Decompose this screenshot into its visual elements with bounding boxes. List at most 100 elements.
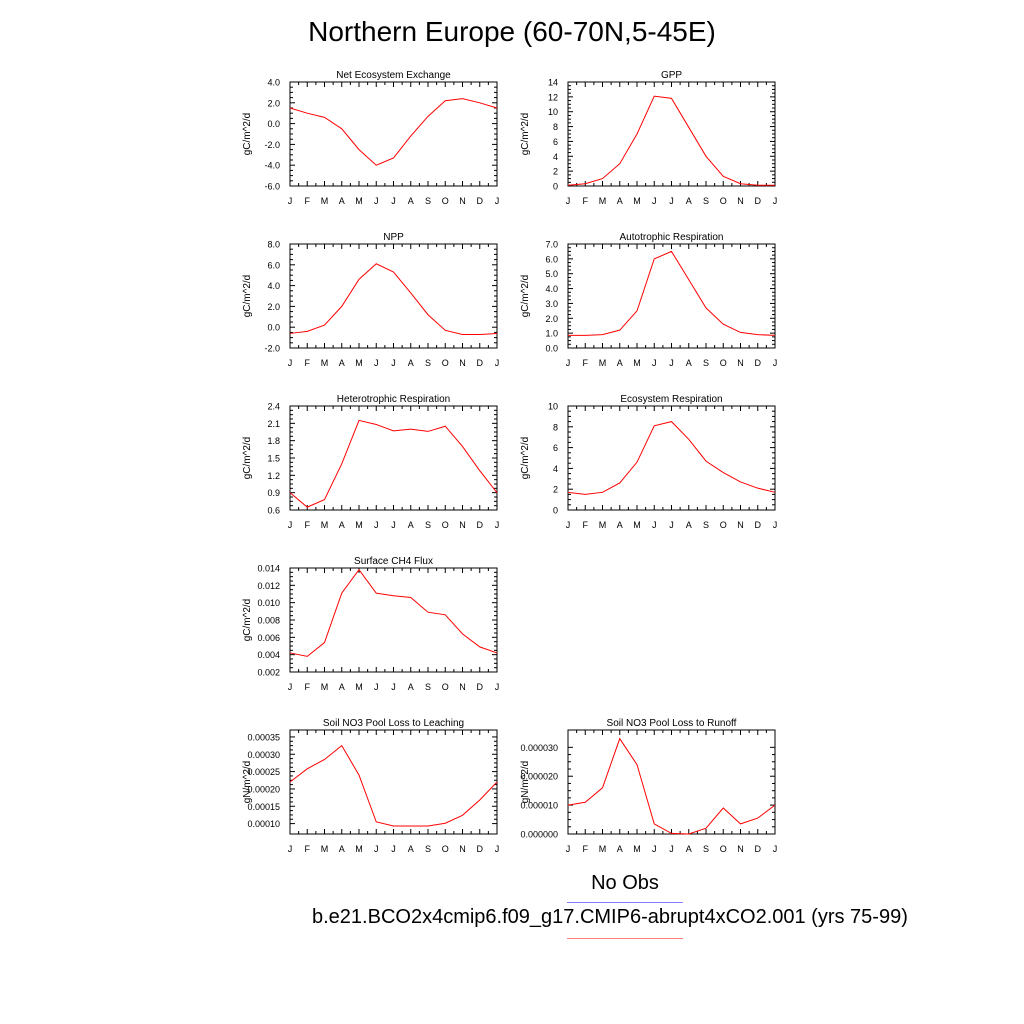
y-tick-label: 0.000030 [520,743,558,753]
y-tick-label: 0.008 [257,616,280,626]
x-tick-label: A [339,520,345,530]
x-tick-label: A [617,520,623,530]
x-tick-label: J [495,520,500,530]
chart-title: GPP [661,70,682,81]
x-tick-label: S [703,520,709,530]
x-tick-label: A [617,196,623,206]
x-tick-label: S [425,520,431,530]
x-tick-label: J [652,844,657,854]
x-tick-label: D [477,520,484,530]
y-tick-label: 0.00035 [247,732,280,742]
x-tick-label: N [459,358,466,368]
y-tick-label: 2.4 [267,402,280,412]
chart-title: Soil NO3 Pool Loss to Leaching [323,718,464,729]
x-tick-label: A [617,358,623,368]
x-tick-label: N [737,358,744,368]
x-tick-label: F [305,358,311,368]
chart-title: Surface CH4 Flux [354,556,433,567]
x-tick-label: A [686,196,692,206]
x-tick-label: J [391,682,396,692]
x-tick-label: J [773,196,778,206]
x-tick-label: J [288,520,293,530]
y-axis-label: gC/m^2/d [520,437,531,480]
y-tick-label: 4.0 [545,284,558,294]
x-tick-label: J [391,844,396,854]
x-tick-label: D [755,196,762,206]
y-tick-label: 4.0 [267,78,280,88]
x-tick-label: F [305,520,311,530]
x-tick-label: J [773,844,778,854]
x-tick-label: A [686,358,692,368]
x-tick-label: M [599,844,607,854]
x-tick-label: A [408,358,414,368]
x-tick-label: M [355,358,363,368]
y-tick-label: 2.0 [267,302,280,312]
y-tick-label: -2.0 [264,344,280,354]
x-tick-label: J [374,196,379,206]
x-tick-label: J [288,358,293,368]
x-tick-label: M [633,844,641,854]
plot-frame [289,405,498,511]
y-tick-label: 12 [548,92,558,102]
x-tick-label: J [652,520,657,530]
chart-title: Net Ecosystem Exchange [336,70,451,81]
x-tick-label: S [425,844,431,854]
x-tick-label: O [720,196,727,206]
x-tick-label: N [459,196,466,206]
x-tick-label: M [599,520,607,530]
x-tick-label: J [669,358,674,368]
x-tick-label: A [408,196,414,206]
y-tick-label: 6 [553,137,558,147]
y-tick-label: 3.0 [545,299,558,309]
y-tick-label: 0 [553,182,558,192]
plot-frame [289,81,498,187]
x-tick-label: J [495,682,500,692]
x-tick-label: A [339,844,345,854]
y-tick-label: 0.012 [257,581,280,591]
y-tick-label: 0.6 [267,506,280,516]
y-tick-label: 6.0 [545,254,558,264]
x-tick-label: F [583,358,589,368]
plot-frame [289,729,498,835]
x-tick-label: N [459,844,466,854]
x-tick-label: A [408,520,414,530]
series-line [568,250,776,336]
x-tick-label: D [477,358,484,368]
y-tick-label: 0.0 [545,344,558,354]
y-tick-label: 0.00020 [247,784,280,794]
x-tick-label: J [566,520,571,530]
y-tick-label: 10 [548,402,558,412]
x-tick-label: S [703,844,709,854]
legend-model-line [567,938,683,939]
x-tick-label: N [459,520,466,530]
x-tick-label: F [583,196,589,206]
x-tick-label: A [339,682,345,692]
x-tick-label: M [599,358,607,368]
x-tick-label: J [495,844,500,854]
y-tick-label: 0.004 [257,650,280,660]
x-tick-label: M [633,520,641,530]
x-tick-label: M [633,196,641,206]
x-tick-label: J [391,358,396,368]
x-tick-label: A [686,844,692,854]
chart-title: Ecosystem Respiration [620,394,722,405]
x-tick-label: J [288,196,293,206]
x-tick-label: J [652,358,657,368]
series-line [289,419,498,508]
y-tick-label: -2.0 [264,140,280,150]
plot-frame [567,729,776,835]
x-tick-label: S [425,196,431,206]
y-tick-label: 4 [553,464,558,474]
x-tick-label: J [566,196,571,206]
y-tick-label: 0.000010 [520,801,558,811]
x-tick-label: J [374,358,379,368]
x-tick-label: A [686,520,692,530]
x-tick-label: A [408,844,414,854]
y-axis-label: gC/m^2/d [242,437,253,480]
y-tick-label: 5.0 [545,269,558,279]
x-tick-label: D [755,520,762,530]
